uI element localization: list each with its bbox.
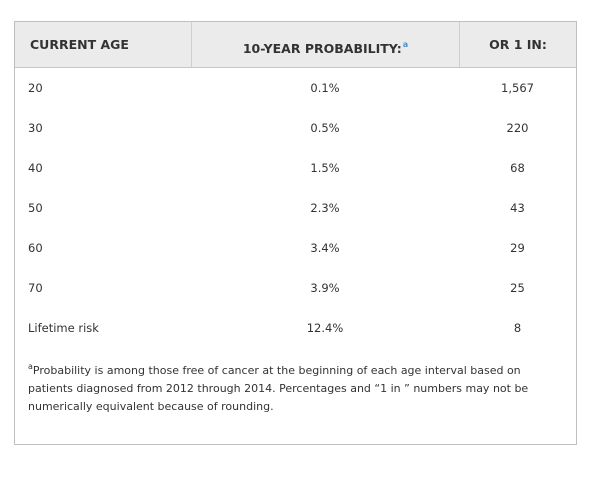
header-current-age-label: CURRENT AGE [30, 37, 129, 52]
age-cell: Lifetime risk [28, 321, 99, 335]
header-10-year-probability: 10-YEAR PROBABILITY:a [191, 22, 459, 67]
table-header: CURRENT AGE 10-YEAR PROBABILITY:a OR 1 I… [15, 22, 576, 68]
footnote-marker: a [28, 362, 33, 371]
one-in-cell: 25 [510, 281, 525, 295]
table-row: 60 3.4% 29 [15, 228, 576, 268]
table-row-lifetime-risk: Lifetime risk 12.4% 8 [15, 308, 576, 348]
table-row: 20 0.1% 1,567 [15, 68, 576, 108]
one-in-cell: 220 [506, 121, 529, 135]
probability-cell: 12.4% [306, 321, 344, 335]
age-cell: 30 [28, 121, 43, 135]
one-in-cell: 8 [513, 321, 522, 335]
table-row: 50 2.3% 43 [15, 188, 576, 228]
one-in-cell: 1,567 [501, 81, 534, 95]
footnote-link[interactable]: a [402, 40, 409, 49]
probability-cell: 0.5% [310, 121, 340, 135]
probability-cell: 3.9% [310, 281, 340, 295]
header-probability-label: 10-YEAR PROBABILITY: [242, 41, 402, 56]
one-in-cell: 68 [510, 161, 525, 175]
risk-table: CURRENT AGE 10-YEAR PROBABILITY:a OR 1 I… [14, 21, 577, 445]
probability-cell: 3.4% [310, 241, 340, 255]
header-one-in-label: OR 1 IN: [489, 37, 547, 52]
header-current-age: CURRENT AGE [15, 22, 191, 67]
one-in-cell: 43 [510, 201, 525, 215]
age-cell: 60 [28, 241, 43, 255]
header-or-1-in: OR 1 IN: [459, 22, 576, 67]
probability-cell: 2.3% [310, 201, 340, 215]
age-cell: 70 [28, 281, 43, 295]
footnote-text: Probability is among those free of cance… [28, 364, 529, 413]
probability-cell: 1.5% [310, 161, 340, 175]
table-row: 30 0.5% 220 [15, 108, 576, 148]
table-footnote: aProbability is among those free of canc… [28, 358, 548, 416]
age-cell: 20 [28, 81, 43, 95]
table-row: 40 1.5% 68 [15, 148, 576, 188]
age-cell: 50 [28, 201, 43, 215]
one-in-cell: 29 [510, 241, 525, 255]
probability-cell: 0.1% [310, 81, 340, 95]
table-row: 70 3.9% 25 [15, 268, 576, 308]
age-cell: 40 [28, 161, 43, 175]
